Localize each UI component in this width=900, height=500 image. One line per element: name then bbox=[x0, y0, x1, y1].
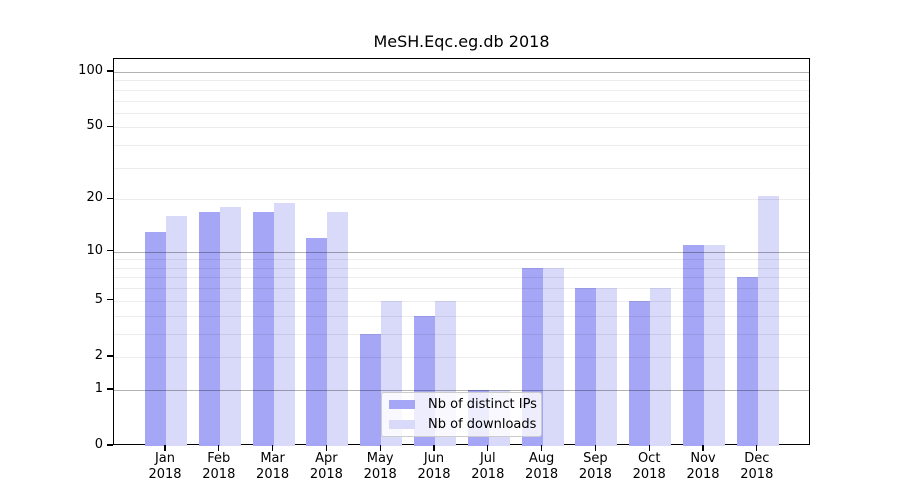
bars-layer bbox=[114, 59, 809, 446]
gridline-70 bbox=[114, 100, 809, 102]
xtick-label-apr: Apr 2018 bbox=[309, 451, 343, 482]
xtick-label-dec: Dec 2018 bbox=[740, 451, 774, 482]
xtick-label-jul: Jul 2018 bbox=[471, 451, 505, 482]
bar-nb-of-distinct-ips-feb bbox=[198, 211, 220, 446]
xtick-mark-oct bbox=[648, 445, 650, 451]
ytick-mark-5 bbox=[107, 299, 113, 301]
legend-item-downloads: Nb of downloads bbox=[389, 417, 537, 432]
bar-nb-of-distinct-ips-mar bbox=[252, 211, 274, 446]
bar-nb-of-downloads-apr bbox=[327, 211, 349, 446]
bar-nb-of-distinct-ips-jan bbox=[145, 232, 166, 446]
gridline-4 bbox=[114, 315, 809, 317]
bar-nb-of-distinct-ips-dec bbox=[736, 277, 758, 446]
xtick-mark-jan bbox=[164, 445, 166, 451]
gridline-6 bbox=[114, 288, 809, 290]
chart-title: MeSH.Eqc.eg.db 2018 bbox=[373, 32, 550, 51]
ytick-mark-100 bbox=[107, 70, 113, 72]
bar-nb-of-downloads-nov bbox=[704, 244, 725, 446]
ytick-mark-10 bbox=[107, 249, 113, 252]
gridline-1 bbox=[114, 389, 809, 391]
gridline-7 bbox=[114, 277, 809, 279]
grid-layer bbox=[114, 59, 809, 444]
ytick-label-5: 5 bbox=[94, 291, 103, 307]
ytick-label-0: 0 bbox=[94, 437, 103, 452]
ytick-mark-1 bbox=[107, 388, 113, 390]
ytick-label-1: 1 bbox=[94, 380, 103, 396]
legend-label-downloads: Nb of downloads bbox=[428, 417, 537, 432]
xtick-mark-mar bbox=[271, 445, 274, 451]
bar-nb-of-downloads-aug bbox=[542, 267, 564, 446]
bar-nb-of-distinct-ips-sep bbox=[575, 288, 597, 446]
xtick-label-sep: Sep 2018 bbox=[578, 451, 612, 482]
xtick-label-oct: Oct 2018 bbox=[632, 451, 666, 482]
xtick-label-mar: Mar 2018 bbox=[256, 451, 290, 482]
gridline-50 bbox=[114, 127, 809, 129]
xtick-label-aug: Aug 2018 bbox=[525, 451, 559, 482]
gridline-5 bbox=[114, 300, 809, 302]
gridline-2 bbox=[114, 356, 809, 358]
xtick-label-jun: Jun 2018 bbox=[417, 451, 451, 482]
ytick-label-20: 20 bbox=[86, 190, 103, 206]
gridline-9 bbox=[114, 259, 809, 261]
bar-nb-of-downloads-feb bbox=[219, 207, 241, 446]
bar-nb-of-distinct-ips-apr bbox=[306, 238, 328, 446]
legend-swatch-distinct-ips bbox=[389, 400, 415, 409]
xtick-label-nov: Nov 2018 bbox=[686, 451, 720, 482]
bar-nb-of-downloads-jan bbox=[166, 216, 187, 446]
ytick-label-50: 50 bbox=[86, 118, 103, 134]
xtick-label-may: May 2018 bbox=[363, 451, 397, 482]
ytick-label-2: 2 bbox=[94, 347, 103, 363]
gridline-30 bbox=[114, 167, 809, 169]
gridline-10 bbox=[114, 251, 809, 253]
bar-nb-of-downloads-mar bbox=[273, 203, 295, 446]
legend-label-distinct-ips: Nb of distinct IPs bbox=[428, 397, 537, 412]
gridline-20 bbox=[114, 199, 809, 201]
gridline-3 bbox=[114, 333, 809, 335]
xtick-mark-jun bbox=[433, 445, 435, 451]
gridline-8 bbox=[114, 267, 809, 269]
xtick-mark-dec bbox=[756, 445, 758, 451]
xtick-mark-feb bbox=[218, 445, 220, 451]
ytick-mark-20 bbox=[107, 197, 113, 199]
xtick-mark-may bbox=[379, 445, 381, 451]
xtick-mark-nov bbox=[702, 445, 704, 451]
bar-nb-of-distinct-ips-nov bbox=[683, 244, 704, 446]
bar-nb-of-distinct-ips-may bbox=[360, 333, 382, 446]
plot-area bbox=[113, 58, 810, 446]
xtick-mark-apr bbox=[325, 445, 328, 451]
legend: Nb of distinct IPs Nb of downloads bbox=[381, 392, 542, 437]
bar-nb-of-distinct-ips-oct bbox=[629, 300, 651, 446]
ytick-label-10: 10 bbox=[86, 242, 103, 258]
xtick-mark-sep bbox=[594, 445, 597, 451]
xtick-label-jan: Jan 2018 bbox=[148, 451, 182, 482]
legend-item-distinct-ips: Nb of distinct IPs bbox=[389, 397, 537, 412]
legend-swatch-downloads bbox=[389, 420, 415, 429]
bar-nb-of-downloads-oct bbox=[650, 288, 672, 446]
bar-nb-of-downloads-dec bbox=[757, 195, 779, 446]
gridline-40 bbox=[114, 145, 809, 147]
bar-nb-of-downloads-sep bbox=[596, 288, 618, 446]
xtick-mark-jul bbox=[487, 445, 489, 451]
ytick-label-100: 100 bbox=[78, 62, 103, 78]
xtick-label-feb: Feb 2018 bbox=[202, 451, 236, 482]
ytick-mark-50 bbox=[107, 125, 113, 128]
gridline-100 bbox=[114, 71, 809, 73]
gridline-80 bbox=[114, 89, 809, 91]
gridline-60 bbox=[114, 112, 809, 114]
xtick-mark-aug bbox=[540, 445, 543, 451]
gridline-90 bbox=[114, 80, 809, 82]
ytick-mark-0 bbox=[107, 444, 113, 446]
ytick-mark-2 bbox=[107, 355, 113, 357]
